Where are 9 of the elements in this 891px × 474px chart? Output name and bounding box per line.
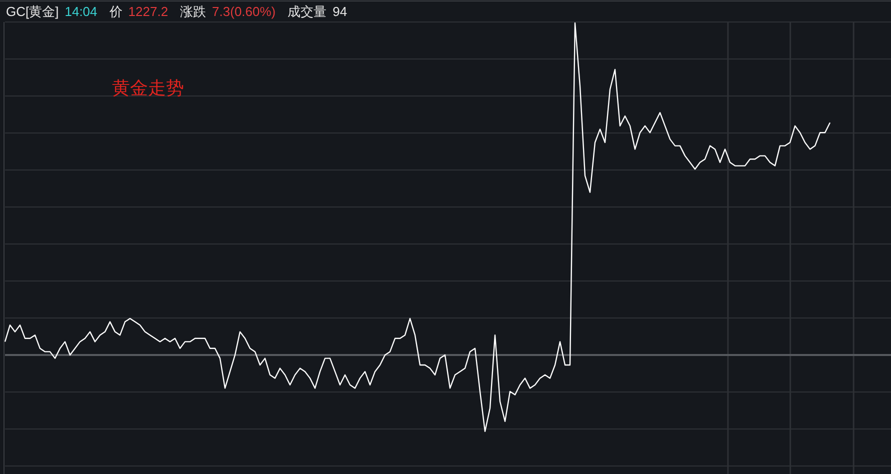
text: 黄金走势 [112,78,184,98]
text: 涨跌 [180,4,206,19]
text: 14:04 [64,4,98,19]
text: 7.3(0.60%) [212,4,276,19]
text: 94 [332,4,348,19]
text: 1227.2 [128,4,168,19]
text: GC[黄金] [6,4,59,19]
text: 成交量 [288,4,327,19]
text: 价 [108,4,122,19]
